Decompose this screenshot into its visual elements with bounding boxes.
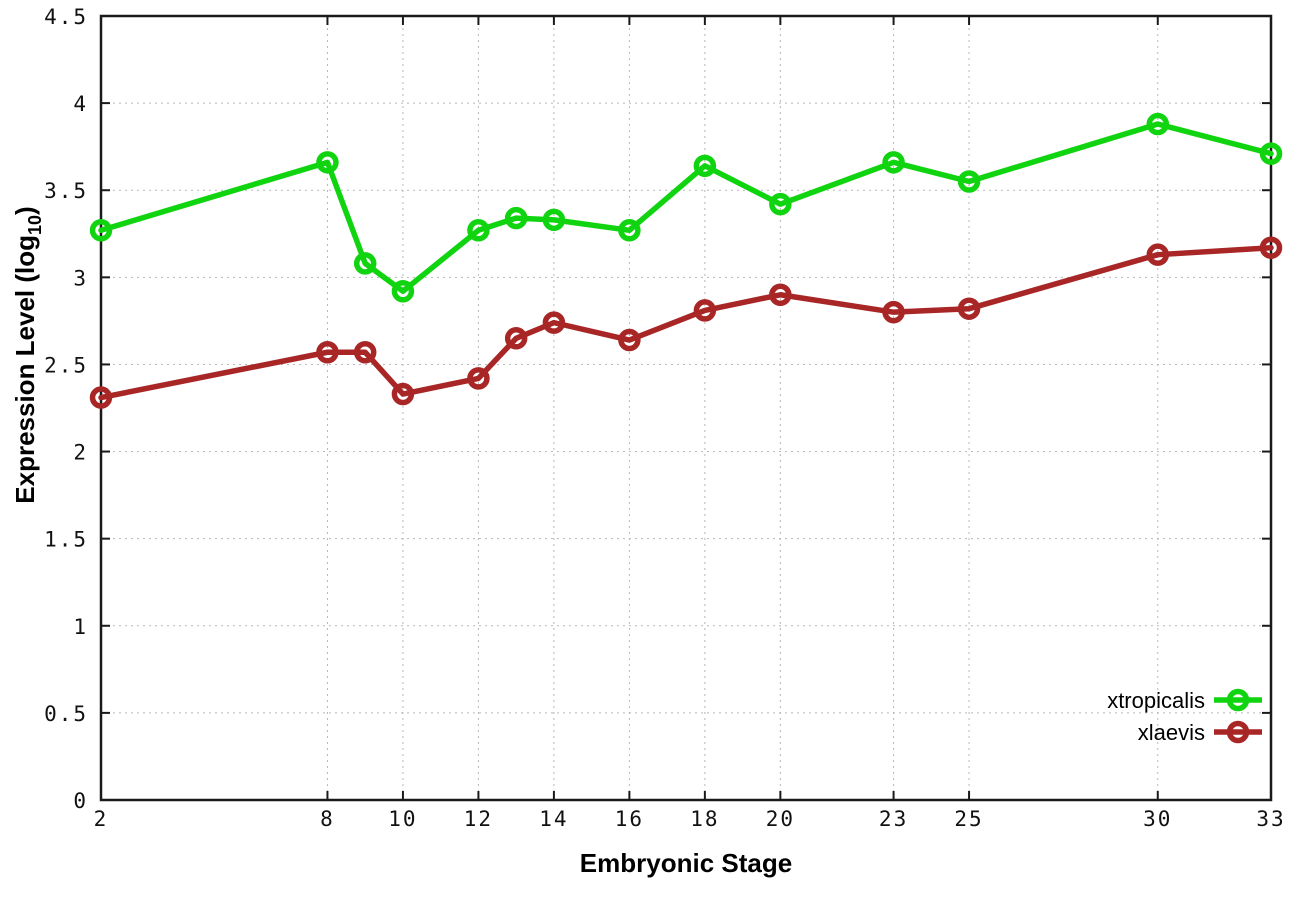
x-tick-label: 8: [320, 807, 335, 831]
x-tick-label: 30: [1143, 807, 1172, 831]
y-tick-label: 3.5: [44, 179, 88, 203]
legend-label: xtropicalis: [1107, 688, 1205, 713]
data-point-xlaevis: [504, 327, 528, 350]
series-line-xlaevis: [98, 244, 1274, 401]
x-tick-label: 14: [539, 807, 568, 831]
data-point-xlaevis: [391, 382, 415, 406]
series-layer: [89, 112, 1283, 409]
y-tick-label: 2: [73, 441, 88, 465]
data-point-xtropicalis: [769, 192, 792, 216]
data-point-xlaevis: [467, 367, 490, 390]
data-point-xlaevis: [542, 311, 566, 334]
data-point-xlaevis: [89, 386, 113, 409]
tick-label-layer: 2 8 10 12 14 16 18 20 23 25 30 33 0 0.5 1 1.5 2 2.5 3 3.5 4 4…: [44, 5, 1285, 831]
x-axis-title: Embryonic Stage: [580, 848, 792, 878]
tick-layer: [100, 15, 1272, 801]
data-point-xlaevis: [618, 328, 641, 352]
y-tick-label: 3: [73, 266, 88, 290]
data-point-xlaevis: [693, 299, 717, 322]
y-tick-label: 4: [73, 92, 88, 116]
y-tick-label: 1.5: [44, 528, 88, 552]
x-tick-label: 20: [766, 807, 795, 831]
legend-sample-marker: [1226, 720, 1250, 744]
data-point-xtropicalis: [316, 151, 339, 174]
data-point-xtropicalis: [618, 219, 641, 242]
data-point-xlaevis: [882, 300, 905, 324]
y-tick-label: 4.5: [44, 5, 88, 29]
data-point-xlaevis: [769, 283, 792, 307]
data-point-xtropicalis: [882, 151, 905, 174]
data-point-xtropicalis: [1146, 112, 1170, 136]
x-tick-label: 33: [1256, 807, 1285, 831]
y-tick-label: 0.5: [44, 702, 88, 726]
grid-layer: [101, 16, 1271, 800]
legend-layer: xtropicalis xlaevis: [1107, 688, 1262, 745]
legend-label: xlaevis: [1138, 720, 1205, 745]
y-tick-label: 1: [73, 615, 88, 639]
series-line-xtropicalis: [98, 121, 1274, 295]
y-axis-title-prefix: Expression Level (log: [10, 235, 40, 504]
x-tick-label: 23: [879, 807, 908, 831]
data-point-xtropicalis: [504, 206, 528, 230]
y-axis-title: Expression Level (log10): [10, 206, 45, 503]
x-tick-label: 2: [94, 807, 109, 831]
data-point-xlaevis: [316, 340, 339, 364]
x-tick-label: 12: [464, 807, 493, 831]
data-point-xtropicalis: [391, 280, 415, 303]
x-tick-label: 10: [388, 807, 417, 831]
data-point-xtropicalis: [693, 154, 717, 178]
x-tick-label: 25: [954, 807, 983, 831]
data-point-xlaevis: [957, 297, 981, 320]
legend-item-xtropicalis: xtropicalis: [1107, 688, 1262, 713]
y-axis-title-suffix: ): [10, 206, 40, 215]
y-tick-label: 2.5: [44, 353, 88, 377]
data-point-xtropicalis: [542, 208, 566, 232]
data-point-xtropicalis: [467, 219, 490, 242]
data-point-xlaevis: [353, 340, 377, 364]
y-axis-title-subscript: 10: [25, 215, 45, 235]
y-tick-label: 0: [73, 789, 88, 813]
legend-item-xlaevis: xlaevis: [1138, 720, 1262, 745]
plot-border: [99, 14, 1273, 802]
data-point-xtropicalis: [957, 170, 981, 193]
data-point-xlaevis: [1146, 243, 1170, 266]
data-point-xlaevis: [1259, 236, 1283, 259]
data-point-xtropicalis: [89, 219, 113, 242]
data-point-xtropicalis: [1259, 142, 1283, 165]
legend-sample-marker: [1226, 688, 1250, 712]
data-point-xtropicalis: [353, 252, 377, 275]
x-tick-label: 16: [615, 807, 644, 831]
x-tick-label: 18: [690, 807, 719, 831]
